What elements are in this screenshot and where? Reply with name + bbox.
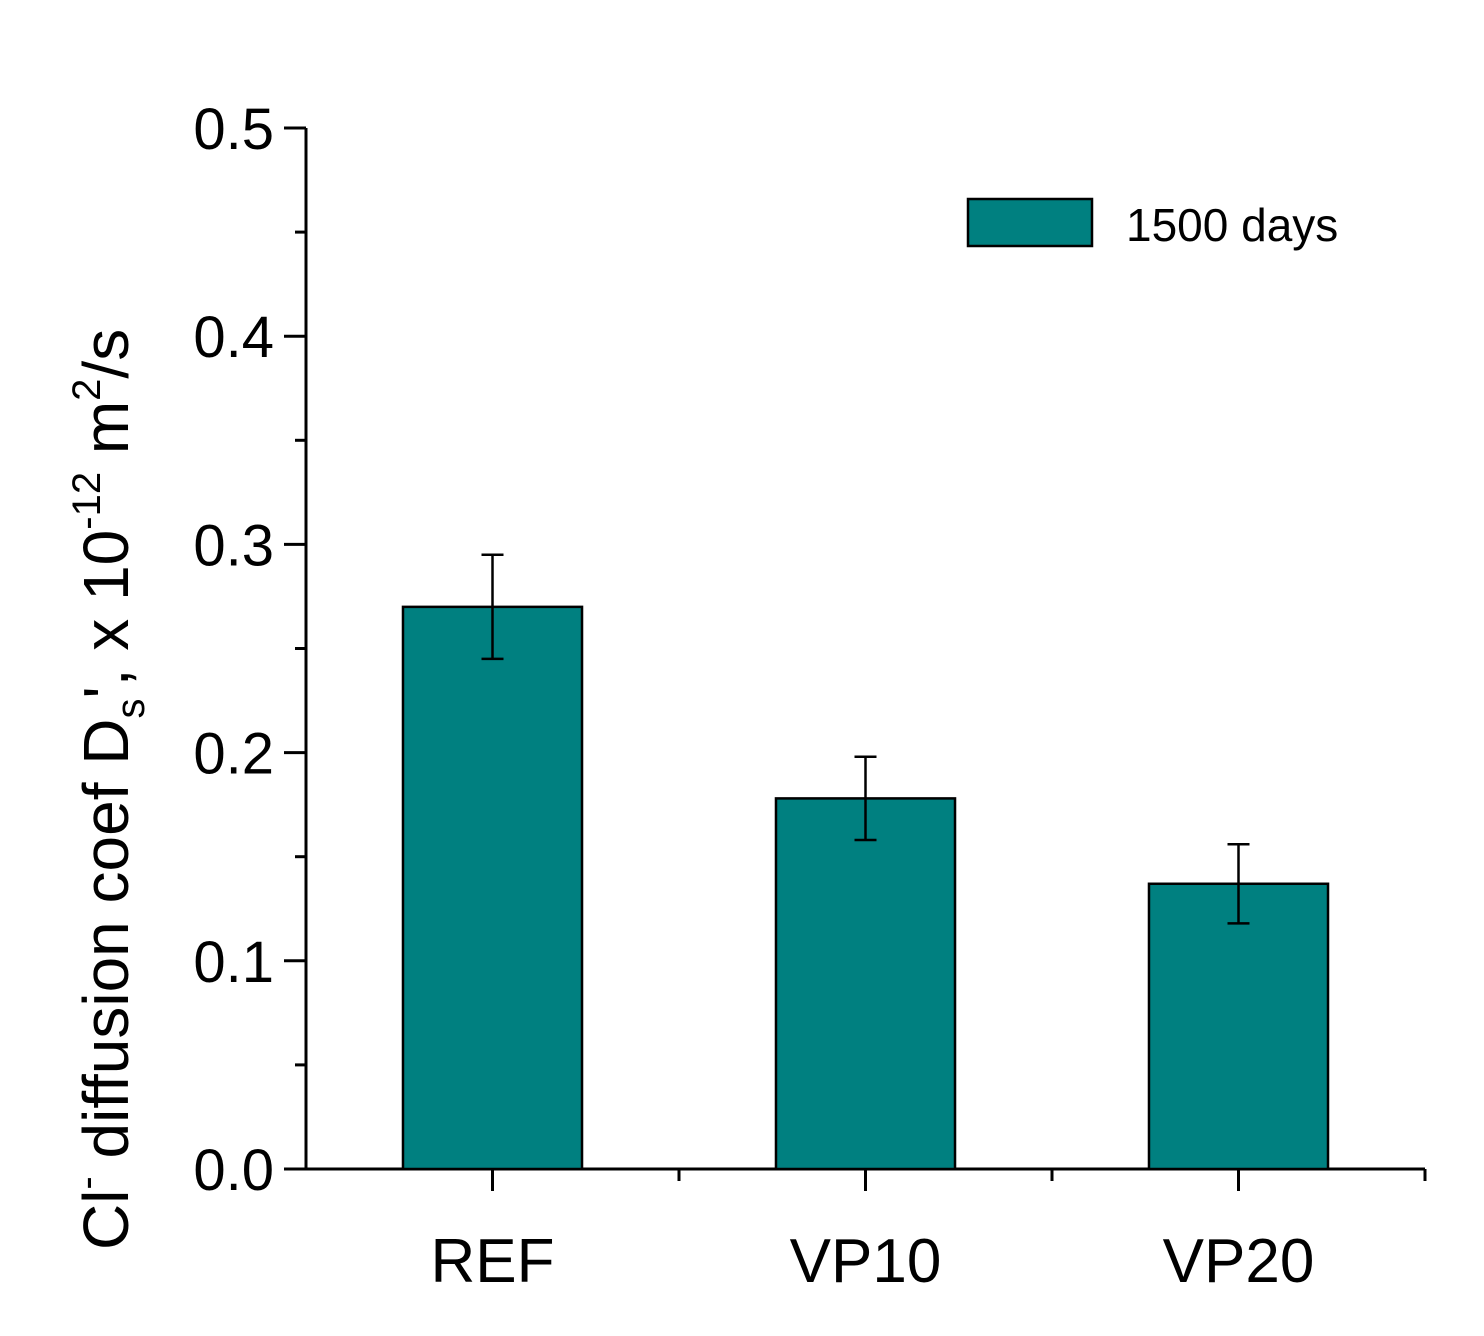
- y-axis-title-sub: s: [109, 698, 153, 718]
- bar-ref: [401, 605, 584, 1171]
- y-tick-label: 0.0: [193, 1138, 274, 1203]
- error-bars: [481, 553, 1250, 925]
- legend-label: 1500 days: [1126, 199, 1338, 251]
- y-tick-label: 0.2: [193, 722, 274, 787]
- legend-swatch: [966, 197, 1094, 248]
- y-axis-title-part2: diffusion coef D: [70, 718, 142, 1176]
- bar-vp10: [774, 797, 957, 1171]
- y-axis-title-sup-minus: -: [65, 1176, 109, 1189]
- x-category-label: VP20: [1163, 1227, 1315, 1296]
- x-category-label: VP10: [790, 1227, 942, 1296]
- y-axis-title-sup-exponent: -12: [65, 472, 109, 530]
- bar-series: [401, 605, 1330, 1171]
- y-axis-ticks: 0.0 0.1 0.2 0.3 0.4 0.5: [193, 97, 306, 1203]
- bar-vp20: [1147, 882, 1330, 1171]
- legend: 1500 days: [966, 197, 1338, 251]
- x-axis-ticks: REF VP10 VP20: [431, 1169, 1427, 1296]
- y-tick-label: 0.4: [193, 305, 274, 370]
- y-axis-title: Cl- diffusion coef Ds', x 10-12 m2/s: [65, 329, 153, 1250]
- y-axis-title-part3: ', x 10: [70, 530, 142, 699]
- y-axis-title-sup-square: 2: [65, 379, 109, 401]
- y-tick-label: 0.3: [193, 513, 274, 578]
- y-tick-label: 0.1: [193, 930, 274, 995]
- y-axis-title-part5: /s: [70, 329, 142, 379]
- x-category-label: REF: [431, 1227, 555, 1296]
- y-tick-label: 0.5: [193, 97, 274, 162]
- y-axis-title-part4: m: [70, 401, 142, 472]
- y-axis-title-main: Cl: [70, 1190, 142, 1250]
